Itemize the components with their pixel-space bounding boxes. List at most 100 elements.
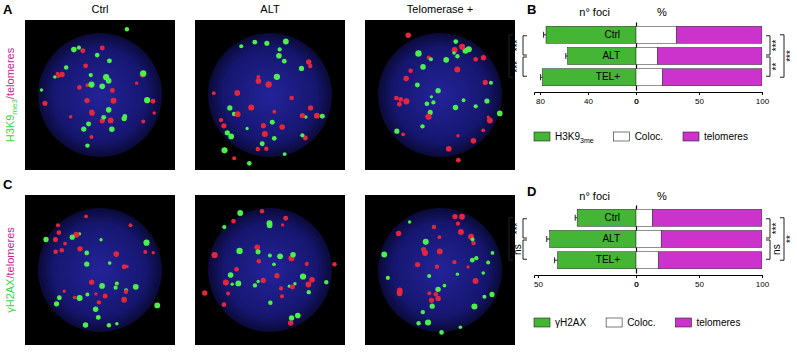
significance-label: *** bbox=[512, 39, 523, 51]
focus-spot bbox=[421, 247, 426, 252]
y-axis: CtrlALTTEL+ bbox=[596, 206, 637, 274]
y-axis: CtrlALTTEL+ bbox=[596, 23, 637, 91]
focus-spot bbox=[143, 250, 147, 254]
tick: 0 bbox=[634, 92, 639, 106]
focus-spot bbox=[69, 115, 73, 119]
error-bar-cap bbox=[540, 74, 541, 80]
legend-label-part: Coloc. bbox=[635, 131, 663, 142]
legend-swatch bbox=[606, 318, 622, 327]
x-axis: 80400 bbox=[535, 92, 640, 106]
focus-spot bbox=[85, 143, 89, 147]
focus-spot bbox=[268, 254, 272, 258]
significance-label: *** bbox=[512, 61, 523, 73]
tick: 80 bbox=[536, 92, 545, 106]
plot-area bbox=[636, 26, 762, 86]
focus-spot bbox=[152, 251, 155, 254]
bar-segment bbox=[657, 48, 762, 65]
significance-bracket bbox=[780, 35, 784, 78]
tick-mark bbox=[636, 92, 637, 95]
focus-spot bbox=[280, 294, 284, 298]
focus-spot bbox=[470, 258, 475, 263]
focus-spot bbox=[106, 107, 112, 113]
focus-spot bbox=[93, 306, 98, 311]
focus-spot bbox=[283, 152, 287, 156]
focus-spot bbox=[73, 296, 77, 300]
focus-spot bbox=[268, 300, 273, 305]
tick: Ctrl bbox=[604, 212, 636, 223]
focus-spot bbox=[221, 147, 227, 153]
focus-spot bbox=[324, 280, 328, 284]
tick-label: 50 bbox=[695, 97, 704, 106]
tick: 100 bbox=[756, 92, 770, 106]
focus-spot bbox=[77, 295, 83, 301]
focus-spot bbox=[260, 209, 265, 214]
focus-spot bbox=[300, 273, 306, 279]
focus-spot bbox=[115, 281, 119, 285]
micrograph-background bbox=[25, 20, 175, 170]
tick-label: 0 bbox=[634, 280, 639, 289]
focus-spot bbox=[435, 296, 441, 302]
focus-spot bbox=[152, 111, 155, 114]
focus-spot bbox=[89, 110, 94, 115]
nucleus bbox=[208, 33, 332, 157]
focus-spot bbox=[453, 105, 458, 110]
bar-segment bbox=[636, 252, 659, 269]
category-label: Ctrl bbox=[604, 212, 620, 223]
legend-swatch bbox=[675, 318, 691, 327]
legend-swatch bbox=[614, 132, 630, 141]
focus-spot bbox=[101, 115, 106, 120]
focus-spot bbox=[405, 32, 411, 38]
category-label: Ctrl bbox=[604, 29, 620, 40]
focus-spot bbox=[452, 51, 456, 55]
error-bar bbox=[575, 215, 577, 221]
focus-spot bbox=[308, 105, 313, 110]
significance-label: ** bbox=[498, 235, 509, 243]
focus-spot bbox=[299, 66, 304, 71]
focus-spot bbox=[228, 134, 234, 140]
focus-spot bbox=[235, 281, 241, 287]
focus-spot bbox=[473, 57, 478, 62]
micrograph-background bbox=[195, 195, 345, 345]
legend-swatch bbox=[534, 132, 550, 141]
focus-spot bbox=[236, 248, 242, 254]
tick-label: 80 bbox=[536, 97, 545, 106]
chart-title: n° foci bbox=[579, 6, 610, 18]
focus-spot bbox=[85, 292, 89, 296]
focus-spot bbox=[272, 136, 277, 141]
bar-segment bbox=[662, 69, 762, 86]
error-bar bbox=[541, 74, 543, 80]
micrograph bbox=[25, 195, 175, 345]
focus-spot bbox=[77, 46, 81, 50]
bar bbox=[542, 69, 636, 86]
focus-spot bbox=[274, 74, 280, 80]
focus-spot bbox=[425, 101, 430, 106]
focus-spot bbox=[435, 88, 440, 93]
x-axis: 50 0 bbox=[534, 275, 639, 289]
focus-spot bbox=[71, 47, 77, 53]
tick: 0 bbox=[634, 275, 639, 289]
significance-label: *** bbox=[771, 39, 782, 51]
focus-spot bbox=[430, 304, 435, 309]
tick: 100 bbox=[756, 275, 770, 289]
category-label: TEL+ bbox=[596, 71, 620, 82]
focus-spot bbox=[261, 278, 266, 283]
tick-mark bbox=[636, 275, 637, 278]
error-bar-cap bbox=[565, 53, 566, 59]
focus-spot bbox=[264, 147, 268, 151]
focus-spot bbox=[394, 129, 399, 134]
focus-spot bbox=[276, 53, 282, 59]
legend-swatch bbox=[683, 132, 699, 141]
tick-mark bbox=[540, 92, 541, 95]
focus-spot bbox=[231, 219, 236, 224]
focus-spot bbox=[59, 72, 64, 77]
focus-spot bbox=[124, 290, 128, 294]
chart: n° foci80400CtrlALTTEL+******* bbox=[498, 6, 639, 106]
stain-label-part: /telomeres bbox=[4, 227, 16, 279]
tick: 50 bbox=[534, 275, 543, 289]
focus-spot bbox=[202, 290, 207, 295]
focus-spot bbox=[420, 124, 424, 128]
significance-label: * bbox=[498, 54, 509, 58]
significance-label: ** bbox=[785, 235, 796, 243]
focus-spot bbox=[272, 262, 276, 266]
focus-spot bbox=[458, 229, 464, 235]
